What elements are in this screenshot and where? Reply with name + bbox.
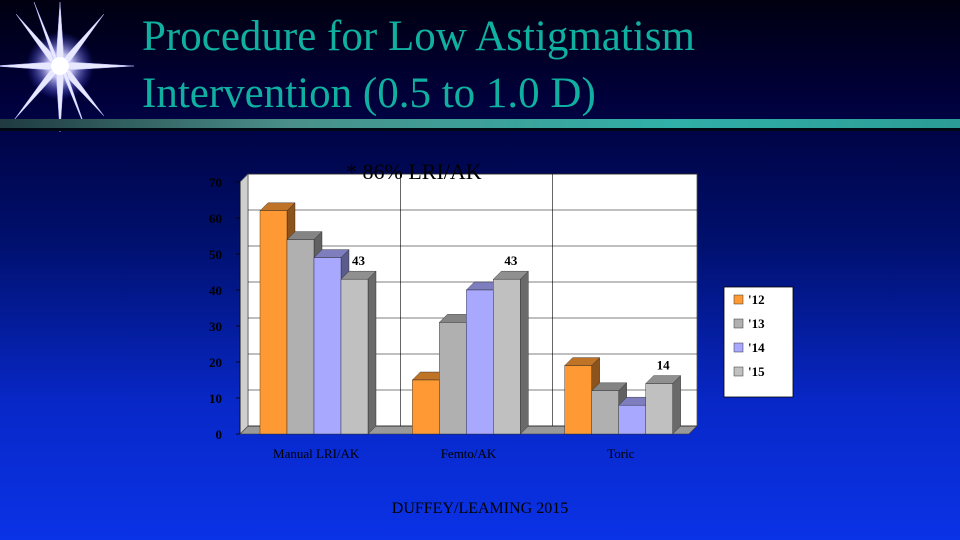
legend-label: '13: [748, 316, 765, 331]
legend: [723, 286, 794, 398]
bar: [493, 279, 521, 435]
bar: [591, 390, 619, 435]
legend-swatch: [733, 342, 744, 353]
legend-label: '12: [748, 292, 765, 307]
slide-title-line-2: Intervention (0.5 to 1.0 D): [142, 70, 596, 117]
legend-label: '14: [748, 340, 765, 355]
starburst-icon: [0, 1, 135, 133]
chart-left-wall: [239, 173, 249, 435]
slide-title: Procedure for Low Astigmatism Interventi…: [142, 8, 695, 122]
bar: [466, 289, 494, 435]
bar-side: [672, 375, 681, 435]
data-label: 43: [504, 253, 518, 268]
chart-annotation: * 86% LRI/AK: [346, 159, 482, 184]
footer-credit: DUFFEY/LEAMING 2015: [391, 500, 569, 517]
bar: [340, 279, 369, 435]
y-tick-label: 60: [209, 211, 222, 226]
bar: [286, 239, 315, 435]
bar: [645, 383, 673, 435]
bar: [439, 322, 467, 435]
bar: [313, 257, 342, 435]
bar: [259, 210, 288, 435]
bar: [564, 365, 592, 435]
y-tick-label: 50: [209, 247, 222, 262]
y-tick-label: 40: [209, 283, 222, 298]
data-label: 43: [352, 253, 366, 268]
y-tick-label: 10: [209, 391, 222, 406]
legend-swatch: [733, 294, 744, 305]
data-label: 14: [657, 358, 671, 373]
x-tick-label: Toric: [607, 446, 634, 461]
y-tick-label: 30: [209, 319, 222, 334]
legend-swatch: [733, 366, 744, 377]
y-tick-label: 70: [209, 175, 222, 190]
title-divider: [0, 119, 960, 129]
x-tick-label: Manual LRI/AK: [273, 446, 360, 461]
legend-swatch: [733, 318, 744, 329]
y-tick-label: 20: [209, 355, 222, 370]
slide-title-line-1: Procedure for Low Astigmatism: [142, 13, 695, 60]
title-divider-shadow: [0, 128, 960, 131]
y-tick-label: 0: [216, 427, 223, 442]
bar-side: [520, 270, 529, 435]
bar: [618, 405, 646, 435]
legend-label: '15: [748, 364, 765, 379]
x-tick-label: Femto/AK: [441, 446, 497, 461]
bar: [412, 379, 440, 435]
bar-side: [367, 270, 377, 435]
